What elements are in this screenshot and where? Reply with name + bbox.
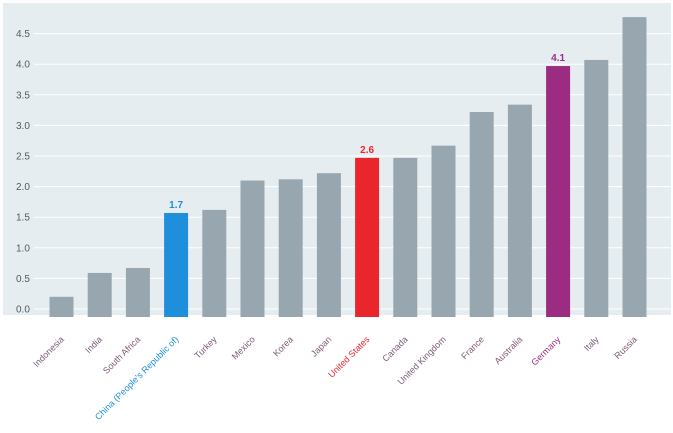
x-tick-label: Canada: [380, 334, 409, 363]
bar-italy: [584, 59, 609, 318]
bar-france: [469, 111, 494, 317]
bar-china-people-s-republic-of: [164, 212, 189, 317]
x-tick-label: France: [459, 334, 486, 361]
bar-korea: [278, 179, 303, 317]
x-tick-label: Mexico: [230, 334, 257, 361]
x-tick-label: Italy: [582, 334, 601, 353]
y-tick-label: 3.5: [16, 90, 30, 101]
y-tick-label: 4.0: [16, 60, 30, 71]
x-tick-label: Germany: [529, 334, 563, 368]
y-tick-label: 2.0: [16, 182, 30, 193]
data-label: 4.1: [551, 53, 565, 64]
bar-australia: [507, 104, 532, 317]
y-tick-label: 0.0: [16, 305, 30, 316]
y-tick-label: 0.5: [16, 274, 30, 285]
bar-canada: [393, 157, 418, 317]
x-tick-label: India: [83, 334, 104, 355]
y-axis: 0.0 0.5 1.0 1.5 2.0 2.5 3.0 3.5 4.0 4.5: [16, 29, 30, 315]
y-tick-label: 1.0: [16, 243, 30, 254]
y-tick-label: 3.0: [16, 121, 30, 132]
bars: [49, 17, 647, 318]
x-tick-label: United States: [326, 334, 372, 380]
x-tick-label: Russia: [612, 334, 639, 361]
y-tick-label: 4.5: [16, 29, 30, 40]
x-tick-label: Turkey: [192, 334, 219, 361]
bar-united-kingdom: [431, 145, 456, 317]
y-tick-label: 1.5: [16, 213, 30, 224]
bar-united-states: [355, 157, 380, 317]
bar-india: [87, 272, 112, 317]
bar-japan: [316, 173, 341, 317]
data-label: 1.7: [169, 200, 183, 211]
data-label: 2.6: [360, 145, 374, 156]
x-tick-label: Japan: [309, 334, 333, 358]
x-tick-label: Australia: [492, 334, 524, 366]
data-labels: 1.7 2.6 4.1: [169, 53, 565, 211]
bar-russia: [622, 17, 647, 318]
bar-germany: [546, 66, 571, 317]
bar-turkey: [202, 209, 227, 317]
x-tick-label: China (People's Republic of): [93, 334, 181, 422]
bar-indonesia: [49, 296, 74, 317]
bar-mexico: [240, 180, 265, 317]
x-tick-label: Korea: [271, 334, 295, 358]
x-tick-label: Indonesia: [31, 334, 66, 369]
x-tick-label: South Africa: [101, 334, 142, 375]
y-tick-label: 2.5: [16, 152, 30, 163]
bar-south-africa: [125, 268, 150, 317]
